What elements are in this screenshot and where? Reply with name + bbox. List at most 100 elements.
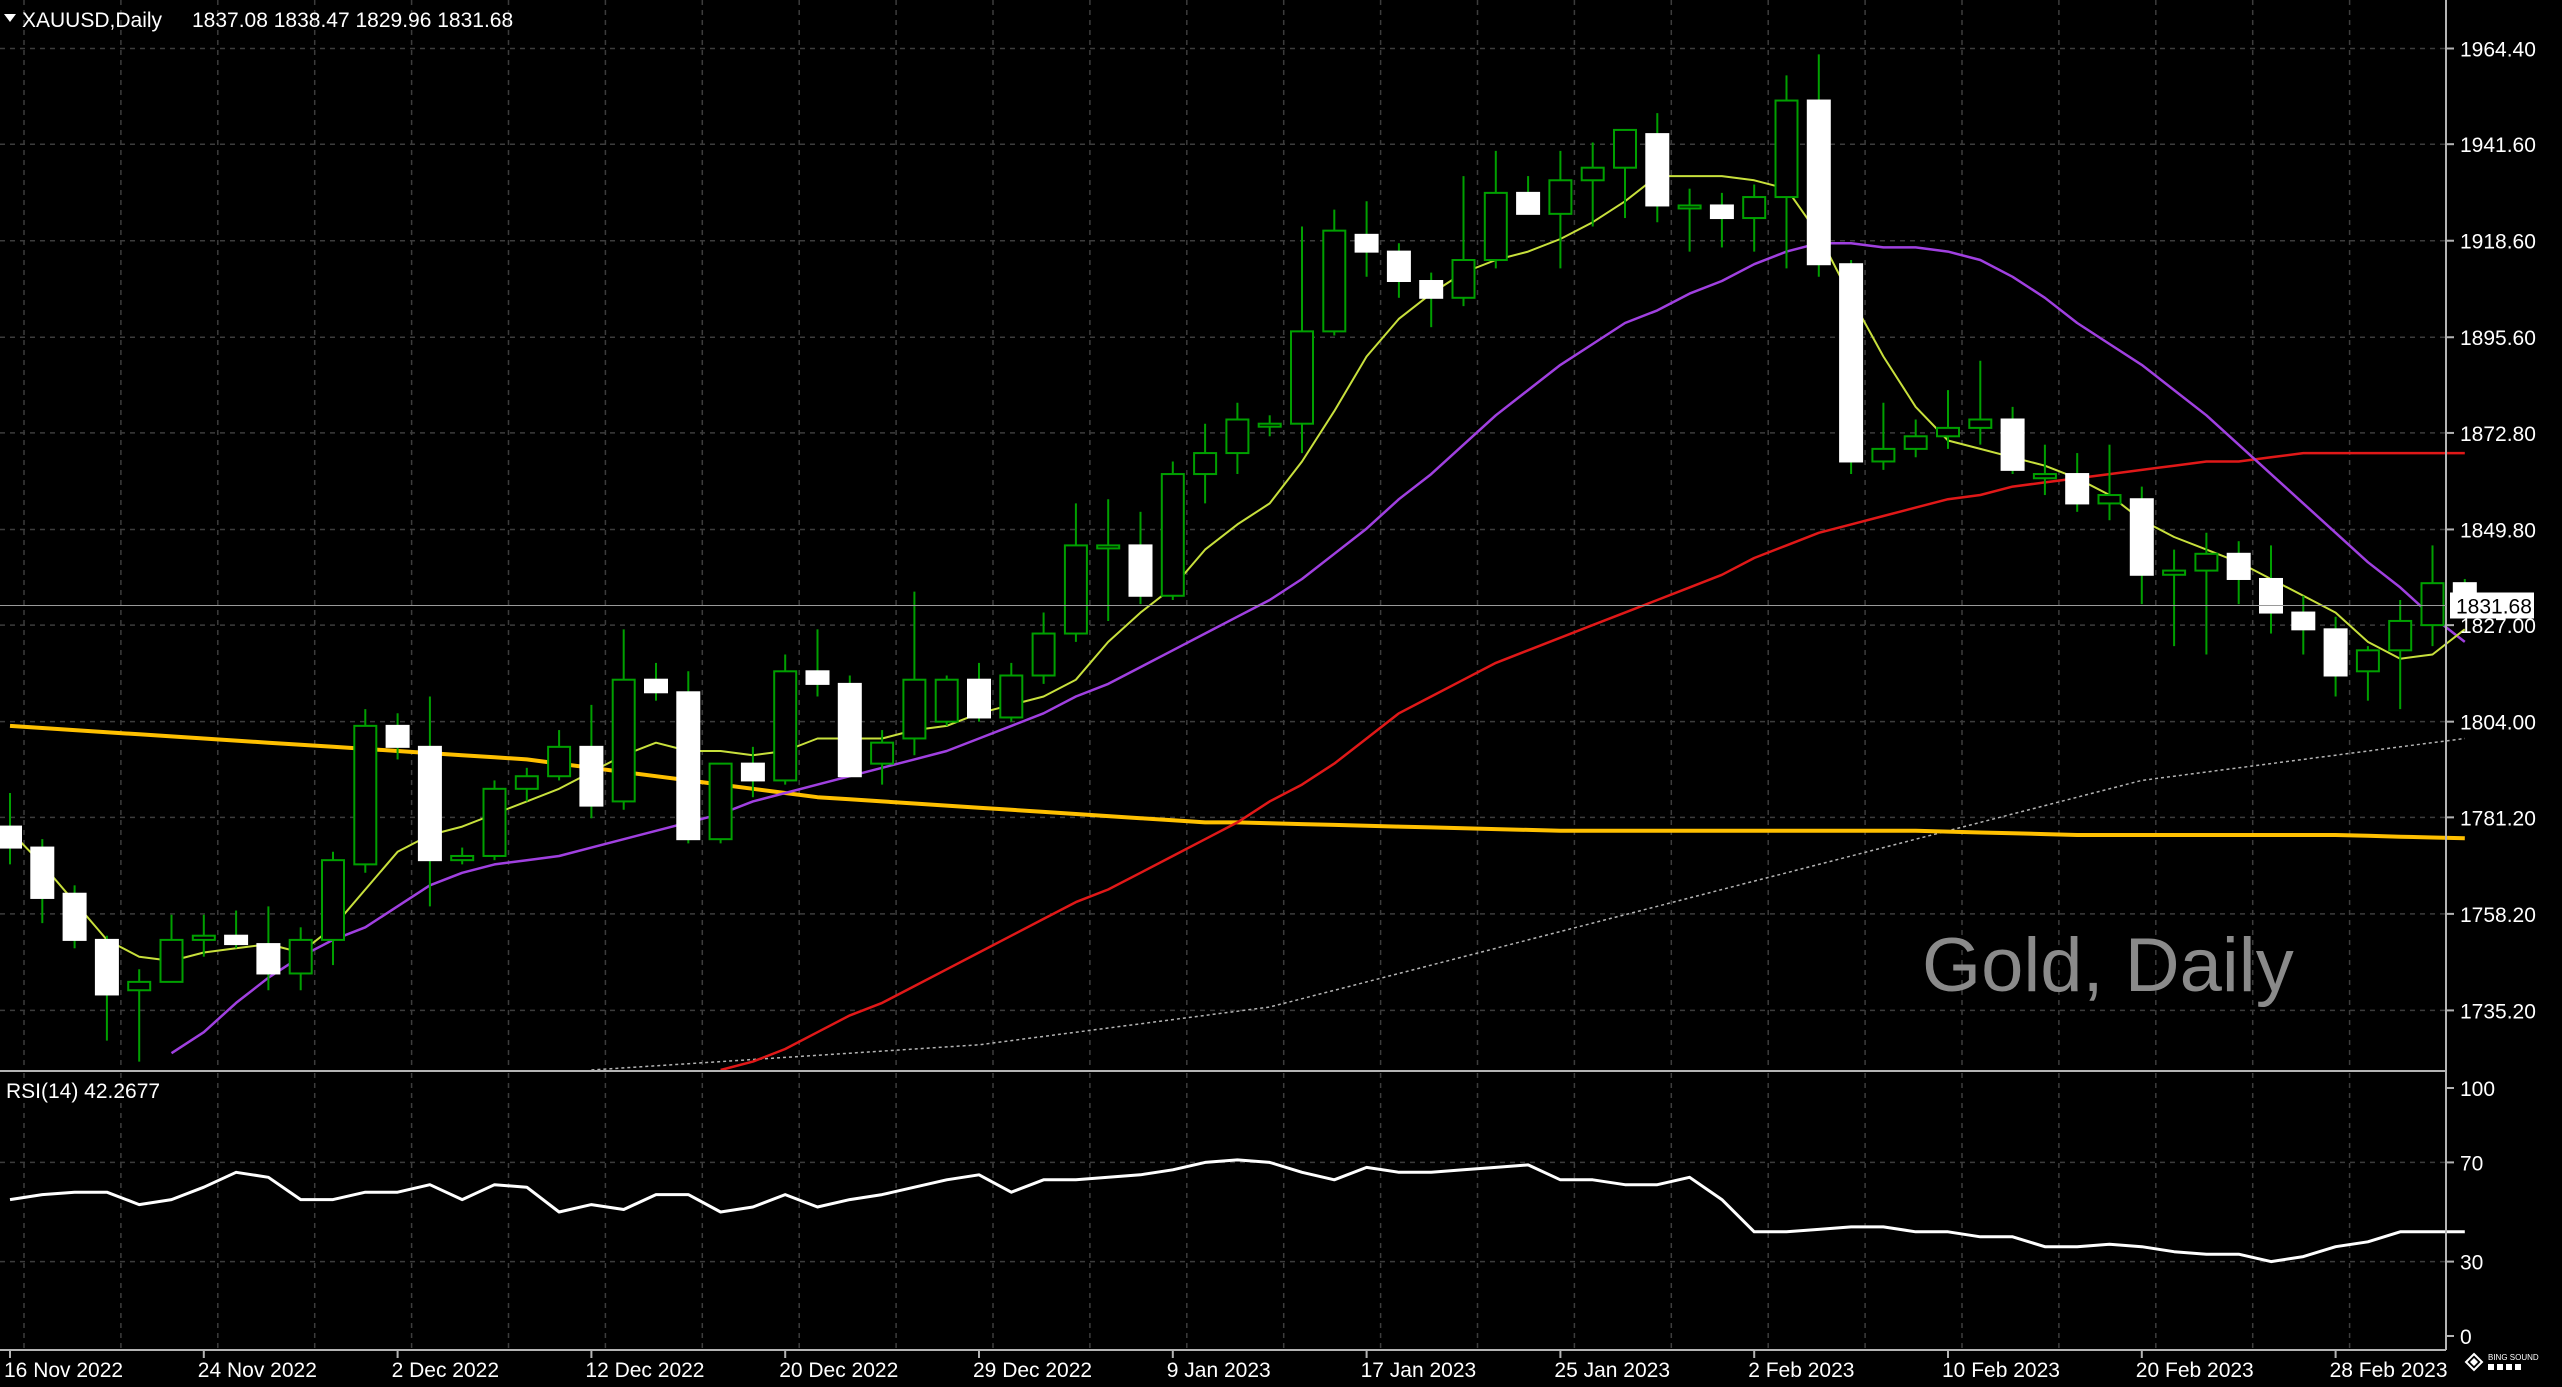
candle[interactable] [1936, 390, 1960, 449]
candle-body-up [127, 980, 152, 992]
candle[interactable] [2000, 406, 2025, 475]
candle[interactable] [94, 935, 119, 1041]
candle[interactable] [934, 675, 959, 726]
candle[interactable] [1451, 176, 1476, 307]
candle[interactable] [1386, 243, 1411, 298]
triangle-down-icon[interactable] [4, 14, 16, 22]
candle[interactable] [1839, 260, 1864, 475]
candle[interactable] [1677, 188, 1702, 252]
candle[interactable] [1322, 209, 1347, 336]
date-tick-label: 24 Nov 2022 [198, 1359, 317, 1382]
candle[interactable] [1806, 54, 1831, 277]
candle[interactable] [224, 910, 249, 949]
candle[interactable] [353, 709, 378, 873]
price-tick-label: 1849.80 [2460, 519, 2536, 542]
candles[interactable] [0, 54, 2477, 1062]
candle[interactable] [999, 662, 1024, 722]
candle[interactable] [482, 780, 507, 861]
candle[interactable] [1483, 150, 1508, 269]
candle[interactable] [773, 654, 798, 785]
candle[interactable] [2162, 549, 2187, 647]
candle[interactable] [1225, 402, 1250, 475]
candle[interactable] [870, 730, 895, 785]
candle[interactable] [708, 762, 733, 844]
candle-body-up [450, 854, 475, 862]
ma-slow-line [720, 451, 2465, 1072]
candle[interactable] [1257, 415, 1282, 437]
candle-body-up [2097, 494, 2122, 505]
candle[interactable] [1128, 511, 1153, 605]
candle-body-up [1322, 229, 1347, 333]
rsi-label: RSI(14) 42.2677 [6, 1080, 160, 1103]
candle[interactable] [514, 767, 539, 802]
candle[interactable] [1613, 128, 1637, 219]
candle[interactable] [1063, 503, 1088, 642]
candle-body-up [1677, 204, 1702, 210]
candle[interactable] [321, 851, 345, 966]
candle[interactable] [644, 662, 668, 701]
candle[interactable] [1096, 499, 1121, 621]
candle[interactable] [1742, 184, 1767, 252]
candle[interactable] [1031, 612, 1056, 684]
candle[interactable] [159, 914, 184, 983]
candle[interactable] [1548, 150, 1573, 269]
candle[interactable] [1193, 423, 1218, 504]
candle[interactable] [1774, 75, 1799, 269]
candle-body-up [870, 741, 895, 765]
candle[interactable] [611, 629, 636, 810]
candle[interactable] [2065, 453, 2090, 512]
chart-header[interactable]: XAUUSD,Daily 1837.08 1838.47 1829.96 183… [4, 9, 513, 32]
candle[interactable] [902, 591, 927, 756]
candle[interactable] [837, 675, 862, 778]
price-panel[interactable] [0, 54, 2477, 1072]
candle[interactable] [579, 704, 604, 819]
candle[interactable] [450, 847, 475, 865]
candle[interactable] [805, 629, 830, 697]
candle[interactable] [191, 914, 216, 957]
candle[interactable] [1709, 192, 1734, 248]
candle[interactable] [1290, 226, 1314, 454]
candle[interactable] [2323, 616, 2348, 697]
candle[interactable] [2420, 545, 2445, 647]
candle-body-down [676, 691, 701, 841]
candle[interactable] [2388, 599, 2413, 710]
candle[interactable] [2097, 444, 2122, 521]
candle[interactable] [1160, 461, 1185, 600]
candle[interactable] [417, 696, 442, 907]
candle-body-up [1613, 128, 1637, 169]
candle[interactable] [1580, 142, 1605, 227]
candle[interactable] [256, 906, 281, 991]
candle[interactable] [2194, 532, 2219, 655]
candle-body-down [62, 892, 87, 941]
candle[interactable] [2032, 444, 2057, 496]
candle[interactable] [30, 839, 55, 924]
candle[interactable] [1968, 360, 1993, 445]
candle-body-down [1128, 544, 1153, 597]
candle[interactable] [1903, 419, 1928, 458]
candle-body-down [385, 724, 410, 748]
candle[interactable] [385, 713, 410, 760]
candle[interactable] [0, 793, 22, 865]
candle[interactable] [2259, 545, 2283, 634]
candle[interactable] [967, 662, 991, 722]
candle[interactable] [1419, 272, 1444, 328]
candle[interactable] [676, 671, 701, 844]
candle[interactable] [1645, 113, 1670, 223]
candle[interactable] [288, 927, 313, 991]
candle[interactable] [1354, 201, 1379, 277]
candle[interactable] [127, 969, 152, 1062]
candle[interactable] [2226, 541, 2251, 605]
date-tick-label: 12 Dec 2022 [585, 1359, 704, 1382]
candle-body-up [1225, 418, 1250, 455]
candle[interactable] [547, 730, 572, 781]
candle[interactable] [2129, 486, 2154, 605]
candle[interactable] [1871, 402, 1896, 470]
candle[interactable] [62, 885, 87, 949]
rsi-panel[interactable]: 100 70 30 0 [0, 1078, 2495, 1349]
candle[interactable] [2355, 646, 2380, 701]
candle[interactable] [740, 746, 765, 798]
price-tick-label: 1918.60 [2460, 231, 2536, 254]
candle-body-down [644, 678, 668, 694]
candle[interactable] [1516, 176, 1541, 215]
